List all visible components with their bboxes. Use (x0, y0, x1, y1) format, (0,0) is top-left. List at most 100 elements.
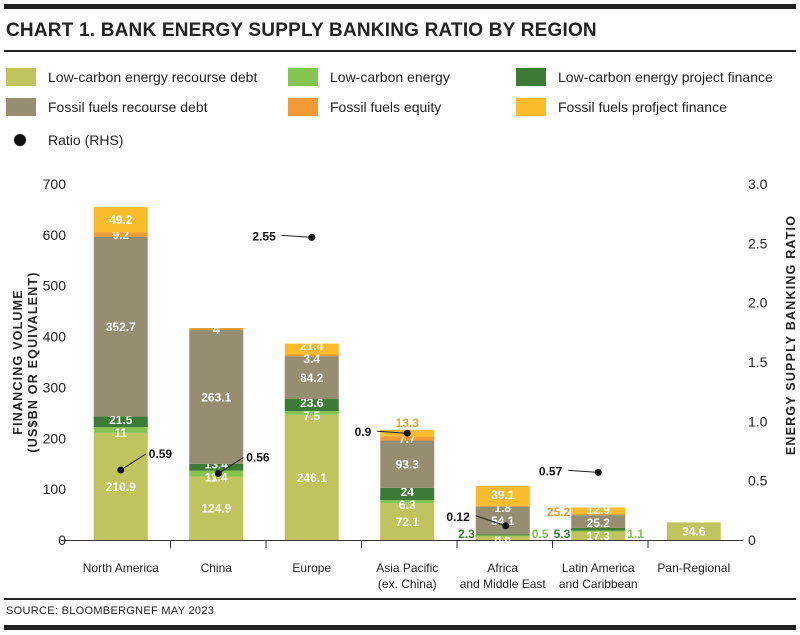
category-label: China (201, 561, 233, 575)
y2-tick-label: 1.0 (748, 413, 768, 429)
bar-segment (571, 531, 626, 540)
category-label: Asia Pacific (376, 561, 438, 575)
ratio-value-label: 0.57 (539, 464, 563, 478)
y-axis-title: (US$BN OR EQUIVALENT) (26, 271, 40, 452)
ratio-leader-line (377, 430, 408, 434)
ratio-value-label: 0.59 (149, 447, 173, 461)
legend-item-ratio: Ratio (RHS) (6, 132, 123, 148)
bar-value-label: 21.5 (109, 413, 133, 427)
bar-value-label: 17.3 (587, 529, 611, 543)
bar-segment (571, 527, 626, 531)
bar-value-label: 49.2 (109, 213, 133, 227)
ratio-value-label: 2.55 (252, 229, 276, 243)
bar-value-label: 6.3 (399, 498, 416, 512)
ratio-leader-line (217, 457, 244, 474)
bar-segment (284, 354, 339, 357)
legend-item-ff-project-finance: Fossil fuels profject finance (516, 98, 727, 116)
bar-value-label: 11.4 (205, 470, 228, 484)
y2-tick-label: 2.5 (748, 235, 768, 251)
bar-segment (93, 427, 148, 433)
bar-segment (93, 236, 148, 417)
legend-item-ff-recourse-debt: Fossil fuels recourse debt (6, 98, 208, 116)
ratio-value-label: 0.12 (446, 510, 470, 524)
bar-value-label: 72.1 (396, 515, 420, 529)
ratio-leader-line (120, 453, 147, 471)
bar-value-label: 7.5 (303, 409, 320, 423)
bar-segment (571, 507, 626, 515)
bar-segment (284, 399, 339, 412)
legend-swatch (6, 68, 36, 86)
bar-segment (93, 416, 148, 428)
ratio-value-label: 0.56 (246, 451, 270, 465)
category-label: and Middle East (460, 577, 547, 591)
bar-value-label: 246.1 (297, 471, 327, 485)
bar-value-label: 25.2 (547, 505, 571, 519)
ratio-dot (594, 468, 602, 476)
legend-item-lc-recourse-debt: Low-carbon energy recourse debt (6, 68, 257, 86)
y-tick-label: 100 (43, 481, 67, 497)
bar-segment (284, 414, 339, 540)
plot-area: 010020030040050060070000.51.01.52.02.53.… (11, 176, 798, 591)
bar-segment (380, 500, 435, 504)
category-label: North America (83, 561, 159, 575)
category-label: Latin America (562, 561, 635, 575)
bar-value-label: 2.3 (458, 527, 475, 541)
legend-label: Low-carbon energy (330, 69, 450, 85)
bar-segment (380, 436, 435, 441)
bar-value-label: 24 (401, 485, 415, 499)
bar-segment (189, 463, 244, 471)
ratio-leader-line (568, 469, 599, 473)
y2-tick-label: 0 (748, 532, 756, 548)
legend-swatch (288, 68, 318, 86)
y-tick-label: 700 (43, 176, 67, 192)
y-tick-label: 300 (43, 379, 67, 395)
bottom-rule (4, 625, 796, 630)
bar-segment (380, 487, 435, 501)
y-tick-label: 500 (43, 278, 67, 294)
bar-segment (475, 534, 530, 536)
legend-dot (14, 134, 26, 146)
bar-value-label: 13.3 (396, 416, 420, 430)
bar-segment (475, 506, 530, 535)
bar-segment (93, 432, 148, 540)
legend-swatch (288, 98, 318, 116)
bar-segment (93, 232, 148, 237)
ratio-value-label: 0.9 (355, 425, 372, 439)
bar-value-label: 0.5 (532, 527, 549, 541)
bar-segment (666, 522, 721, 540)
y2-tick-label: 2.0 (748, 295, 768, 311)
bar-segment (571, 530, 626, 532)
bar-value-label: 21.4 (300, 339, 324, 353)
bar-segment (284, 356, 339, 400)
y-axis-title: FINANCING VOLUME (11, 289, 25, 435)
bar-value-label: 12.9 (587, 503, 611, 517)
bar-value-label: 39.1 (491, 488, 515, 502)
bar-segment (284, 411, 339, 415)
source-note: SOURCE: BLOOMBERGNEF MAY 2023 (6, 605, 215, 617)
bar-segment (380, 440, 435, 488)
legend-label: Ratio (RHS) (48, 132, 124, 148)
category-label: Europe (292, 561, 331, 575)
bar-value-label: 23.6 (300, 396, 324, 410)
legend-label: Low-carbon energy project finance (558, 69, 773, 85)
bar-segment (93, 207, 148, 233)
bar-value-label: 263.1 (201, 391, 231, 405)
bar-segment (380, 503, 435, 540)
category-label: (ex. China) (378, 577, 437, 591)
ratio-dot (117, 466, 125, 474)
bar-value-label: 352.7 (106, 320, 136, 334)
bar-segment (475, 535, 530, 540)
ratio-leader-line (281, 234, 312, 238)
bar-value-label: 3.4 (303, 352, 320, 366)
ratio-dot (214, 470, 222, 478)
bar-value-label: 84.2 (300, 371, 324, 385)
y2-tick-label: 3.0 (748, 176, 768, 192)
y2-tick-label: 0.5 (748, 473, 768, 489)
legend-label: Fossil fuels recourse debt (48, 99, 208, 115)
bar-value-label: 5.3 (554, 527, 571, 541)
bar-segment (571, 514, 626, 516)
category-label: and Caribbean (559, 577, 638, 591)
bar-segment (189, 476, 244, 540)
bar-value-label: 210.9 (106, 480, 136, 494)
